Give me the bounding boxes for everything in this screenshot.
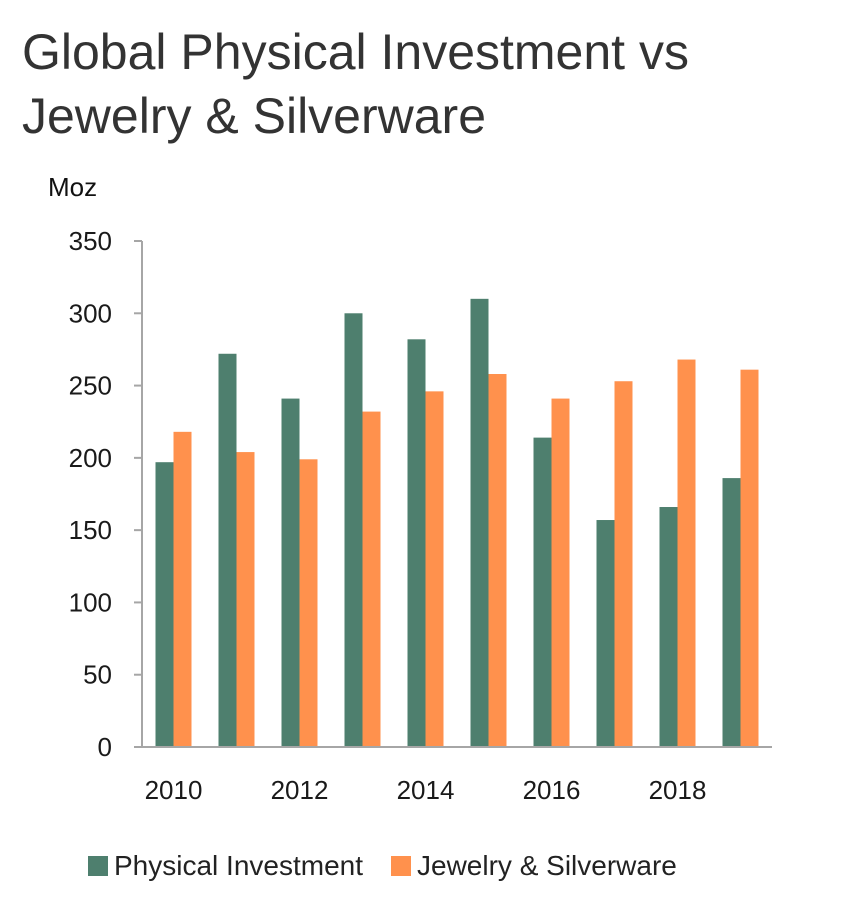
bar-jewelry-silverware-2016 (551, 398, 570, 747)
bar-physical-investment-2017 (596, 520, 615, 747)
bar-jewelry-silverware-2012 (299, 459, 318, 747)
x-tick-label: 2010 (145, 775, 203, 805)
y-tick-label: 150 (69, 515, 112, 545)
y-tick-label: 0 (98, 732, 112, 762)
legend-label-jewelry-silverware: Jewelry & Silverware (417, 850, 677, 881)
x-tick-label: 2016 (523, 775, 581, 805)
bar-physical-investment-2016 (533, 437, 552, 747)
x-axis-ticks: 2010 2012 2014 2016 2018 (145, 775, 707, 805)
bar-jewelry-silverware-2013 (362, 411, 381, 747)
bar-jewelry-silverware-2011 (236, 452, 255, 747)
bars-group (155, 298, 759, 747)
x-tick-label: 2014 (397, 775, 455, 805)
y-axis-unit-label: Moz (48, 172, 98, 202)
y-tick-label: 300 (69, 298, 112, 328)
x-tick-label: 2018 (649, 775, 707, 805)
y-tick-label: 250 (69, 371, 112, 401)
legend-item-physical-investment: Physical Investment (88, 850, 363, 882)
legend-swatch-jewelry-silverware (391, 856, 411, 876)
bar-jewelry-silverware-2018 (677, 359, 696, 747)
bar-physical-investment-2015 (470, 298, 489, 747)
bar-jewelry-silverware-2014 (425, 391, 444, 747)
y-tick-label: 50 (83, 660, 112, 690)
y-tick-label: 200 (69, 443, 112, 473)
bar-physical-investment-2014 (407, 339, 426, 747)
bar-physical-investment-2019 (722, 478, 741, 747)
bar-physical-investment-2018 (659, 507, 678, 747)
y-tick-label: 350 (69, 226, 112, 256)
legend: Physical Investment Jewelry & Silverware (88, 850, 705, 882)
bar-physical-investment-2013 (344, 313, 363, 747)
legend-item-jewelry-silverware: Jewelry & Silverware (391, 850, 677, 882)
axes (141, 241, 772, 748)
bar-jewelry-silverware-2010 (173, 431, 192, 747)
x-tick-label: 2012 (271, 775, 329, 805)
bar-jewelry-silverware-2015 (488, 374, 507, 747)
legend-swatch-physical-investment (88, 856, 108, 876)
bar-physical-investment-2011 (218, 353, 237, 747)
y-axis-ticks: 0 50 100 150 200 250 300 350 (69, 226, 142, 762)
bar-physical-investment-2012 (281, 398, 300, 747)
legend-label-physical-investment: Physical Investment (114, 850, 363, 881)
bar-jewelry-silverware-2017 (614, 381, 633, 747)
bar-jewelry-silverware-2019 (740, 369, 759, 747)
bar-physical-investment-2010 (155, 462, 174, 747)
y-tick-label: 100 (69, 587, 112, 617)
chart-title: Global Physical Investment vs Jewelry & … (22, 24, 689, 144)
